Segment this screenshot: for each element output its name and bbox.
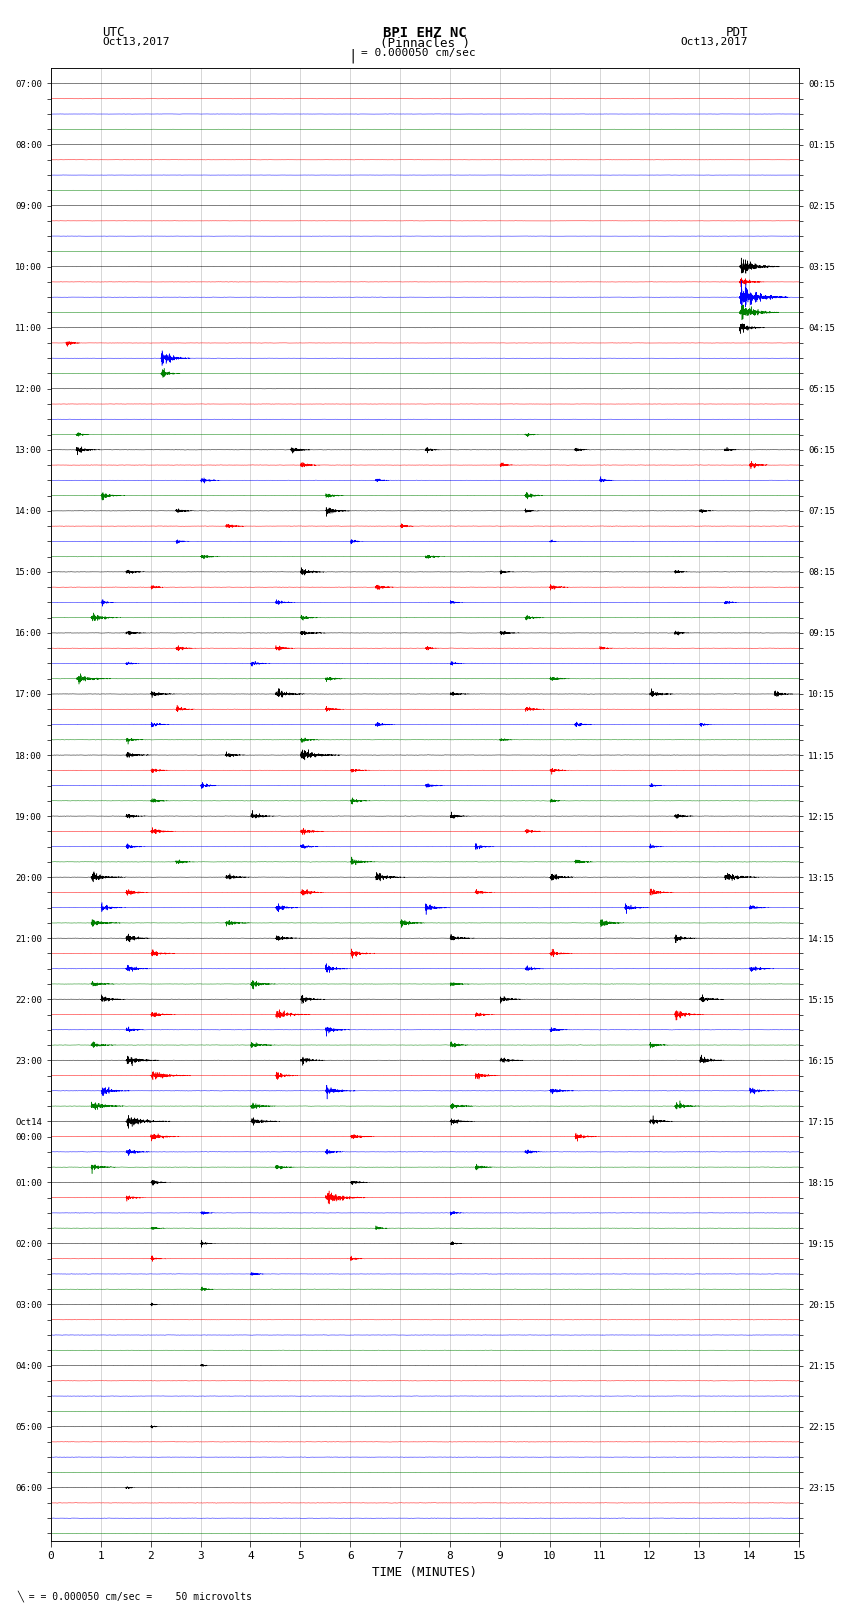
Text: Oct13,2017: Oct13,2017 [681, 37, 748, 47]
Text: |: | [348, 48, 357, 63]
Text: ╲ = = 0.000050 cm/sec =    50 microvolts: ╲ = = 0.000050 cm/sec = 50 microvolts [17, 1590, 252, 1602]
Text: = 0.000050 cm/sec: = 0.000050 cm/sec [361, 48, 476, 58]
Text: Oct13,2017: Oct13,2017 [102, 37, 169, 47]
Text: PDT: PDT [726, 26, 748, 39]
Text: UTC: UTC [102, 26, 124, 39]
Text: BPI EHZ NC: BPI EHZ NC [383, 26, 467, 40]
X-axis label: TIME (MINUTES): TIME (MINUTES) [372, 1566, 478, 1579]
Text: (Pinnacles ): (Pinnacles ) [380, 37, 470, 50]
